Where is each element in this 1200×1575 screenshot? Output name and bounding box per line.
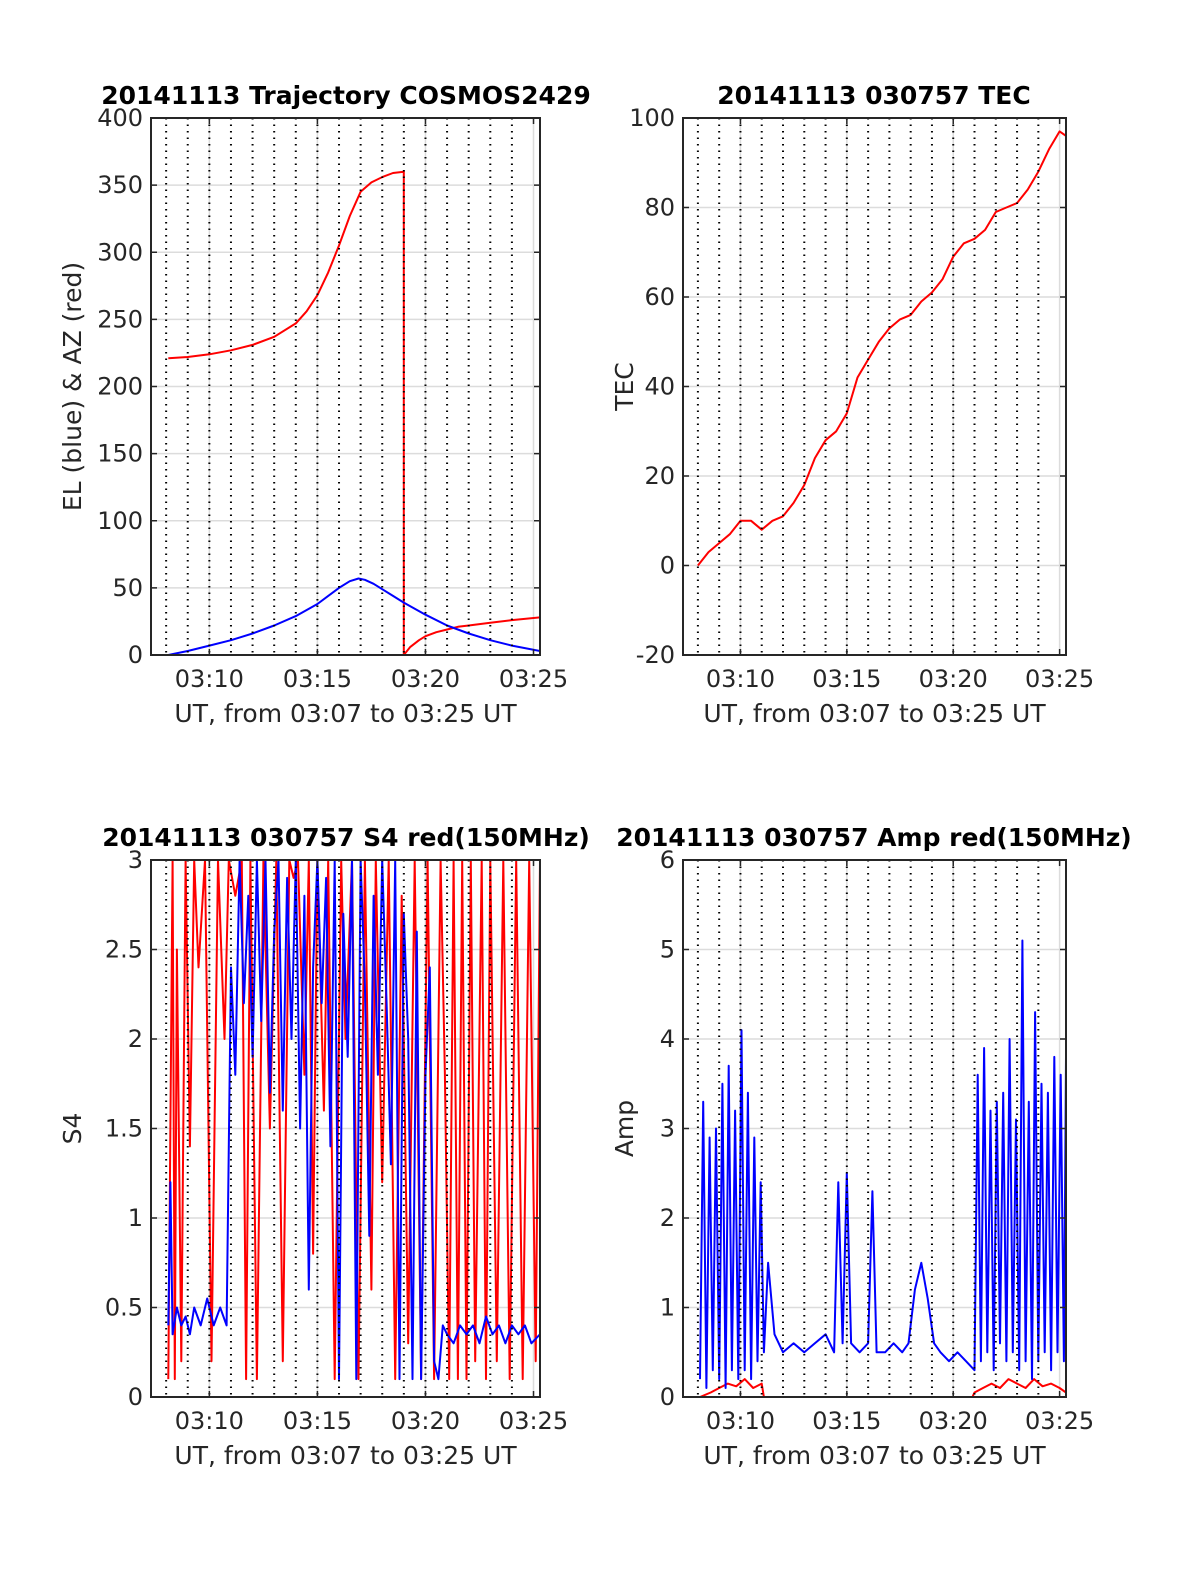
x-tick-label: 03:25 xyxy=(499,665,568,693)
y-tick-label: 100 xyxy=(97,507,143,535)
series-line-1 xyxy=(699,1378,1066,1397)
series-line-1 xyxy=(697,130,1066,567)
y-tick-label: 40 xyxy=(644,373,675,401)
x-tick-label: 03:10 xyxy=(706,665,775,693)
chart-panel-2: -20 0 20 40 60 80 100 03:10 03:15 03:20 03:25 UT, f… xyxy=(610,81,1094,728)
y-tick-label: 100 xyxy=(629,104,675,132)
chart-title: 20141113 030757 Amp red(150MHz) xyxy=(616,823,1132,852)
y-tick-label: 0.5 xyxy=(105,1294,143,1322)
chart-panel-4: 0 1 2 3 4 5 6 03:10 03:15 03:20 03:25 UT, from 03:0… xyxy=(610,823,1132,1470)
x-tick-label: 03:15 xyxy=(283,1407,352,1435)
series-line-2 xyxy=(168,577,540,655)
y-tick-label: 2.5 xyxy=(105,936,143,964)
y-tick-label: 4 xyxy=(660,1025,675,1053)
y-tick-label: 1.5 xyxy=(105,1115,143,1143)
y-tick-label: 20 xyxy=(644,462,675,490)
y-tick-label: 0 xyxy=(660,552,675,580)
y-tick-label: 0 xyxy=(128,641,143,669)
y-tick-label: 350 xyxy=(97,171,143,199)
y-tick-label: 250 xyxy=(97,305,143,333)
x-tick-label: 03:20 xyxy=(919,665,988,693)
y-axis-label: TEC xyxy=(610,362,639,412)
x-axis-label: UT, from 03:07 to 03:25 UT xyxy=(174,699,517,728)
y-tick-label: 400 xyxy=(97,104,143,132)
chart-title: 20141113 030757 S4 red(150MHz) xyxy=(102,823,590,852)
y-tick-label: 300 xyxy=(97,238,143,266)
y-axis-label: S4 xyxy=(58,1113,87,1145)
x-axis-label: UT, from 03:07 to 03:25 UT xyxy=(703,699,1046,728)
y-tick-label: 3 xyxy=(660,1115,675,1143)
y-tick-label: 0 xyxy=(660,1383,675,1411)
y-tick-label: 1 xyxy=(128,1204,143,1232)
x-tick-label: 03:10 xyxy=(175,1407,244,1435)
x-tick-label: 03:10 xyxy=(706,1407,775,1435)
y-tick-label: 6 xyxy=(660,846,675,874)
x-tick-label: 03:20 xyxy=(919,1407,988,1435)
x-tick-label: 03:25 xyxy=(499,1407,568,1435)
x-tick-label: 03:20 xyxy=(391,665,460,693)
x-axis-label: UT, from 03:07 to 03:25 UT xyxy=(703,1441,1046,1470)
y-axis-label: EL (blue) & AZ (red) xyxy=(58,262,87,511)
x-tick-label: 03:25 xyxy=(1025,1407,1094,1435)
x-axis-label: UT, from 03:07 to 03:25 UT xyxy=(174,1441,517,1470)
y-axis-label: Amp xyxy=(610,1100,639,1157)
x-tick-label: 03:20 xyxy=(391,1407,460,1435)
x-tick-label: 03:15 xyxy=(812,665,881,693)
data-layer xyxy=(165,118,540,655)
chart-title: 20141113 Trajectory COSMOS2429 xyxy=(101,81,591,110)
y-tick-label: 50 xyxy=(112,574,143,602)
chart-panel-3: 0 0.5 1 1.5 2 2.5 3 03:10 03:15 03:20 03:25 UT, fro… xyxy=(58,823,590,1470)
x-tick-label: 03:15 xyxy=(812,1407,881,1435)
data-layer xyxy=(696,860,1066,1397)
y-tick-label: 1 xyxy=(660,1294,675,1322)
x-tick-label: 03:25 xyxy=(1025,665,1094,693)
series-line-2 xyxy=(167,860,540,1381)
data-layer xyxy=(696,118,1066,655)
chart-title: 20141113 030757 TEC xyxy=(717,81,1030,110)
y-tick-label: 3 xyxy=(128,846,143,874)
y-tick-label: 200 xyxy=(97,373,143,401)
y-tick-label: 5 xyxy=(660,936,675,964)
series-line-2 xyxy=(699,939,1066,1389)
series-line-1 xyxy=(167,860,540,1381)
y-tick-label: 2 xyxy=(128,1025,143,1053)
y-tick-label: 80 xyxy=(644,194,675,222)
y-tick-label: 150 xyxy=(97,440,143,468)
data-layer xyxy=(165,860,540,1397)
y-tick-label: 0 xyxy=(128,1383,143,1411)
y-tick-label: 2 xyxy=(660,1204,675,1232)
x-tick-label: 03:15 xyxy=(283,665,352,693)
y-tick-label: 60 xyxy=(644,283,675,311)
x-tick-label: 03:10 xyxy=(175,665,244,693)
y-tick-label: -20 xyxy=(636,641,675,669)
chart-panel-1: 0 50 100 150 200 250 300 350 400 03:10 03:15 03:20 0… xyxy=(58,81,591,728)
